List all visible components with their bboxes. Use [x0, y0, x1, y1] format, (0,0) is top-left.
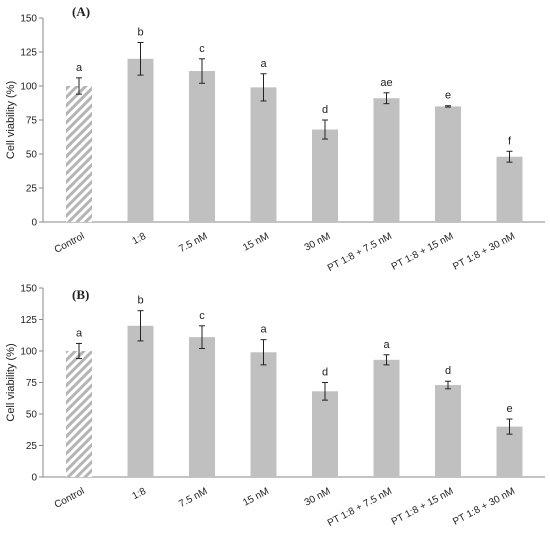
category-label: PT 1:8 + 15 nM — [390, 231, 456, 273]
bar-5 — [312, 129, 338, 222]
bar-5 — [312, 391, 338, 477]
significance-label: d — [445, 365, 451, 377]
y-tick-label: 50 — [26, 150, 38, 161]
category-label: 7.5 nM — [177, 486, 209, 510]
significance-label: c — [199, 310, 205, 322]
category-label: 30 nM — [303, 231, 333, 254]
y-tick-label: 75 — [26, 378, 38, 389]
panel-label: (B) — [72, 287, 89, 302]
panel-label: (A) — [72, 4, 90, 19]
significance-label: a — [76, 62, 83, 74]
y-tick-label: 100 — [20, 82, 37, 93]
y-tick-label: 125 — [20, 315, 37, 326]
chart-panel-a: 0 25 50 75 100 125 150 Cell viability (%) (A) a Co… — [5, 4, 545, 274]
y-tick-label: 150 — [20, 14, 37, 25]
y-tick-label: 125 — [20, 48, 37, 59]
significance-label: ae — [380, 77, 392, 89]
y-tick-label: 0 — [31, 218, 37, 229]
bar-2 — [127, 325, 154, 477]
y-tick-label: 0 — [31, 473, 37, 484]
significance-label: a — [260, 58, 267, 70]
chart-panel-b: 0 25 50 75 100 125 150 Cell viability (%) (B) a Co… — [5, 284, 545, 529]
category-label: Control — [53, 486, 87, 511]
bar-7 — [435, 385, 461, 477]
significance-label: b — [137, 295, 143, 307]
y-axis-label: Cell viability (%) — [5, 343, 17, 421]
category-label: PT 1:8 + 7.5 nM — [326, 486, 394, 529]
y-tick-label: 50 — [26, 410, 38, 421]
significance-label: d — [322, 367, 328, 379]
y-axis-label: Cell viability (%) — [5, 81, 17, 159]
category-label: PT 1:8 + 30 nM — [451, 231, 517, 273]
bar-3 — [189, 337, 215, 477]
category-label: 15 nM — [241, 231, 271, 254]
category-label: PT 1:8 + 7.5 nM — [326, 231, 394, 274]
significance-label: f — [508, 135, 512, 147]
significance-label: b — [137, 26, 143, 38]
significance-label: a — [76, 327, 83, 339]
category-label: PT 1:8 + 15 nM — [390, 486, 456, 528]
category-label: 30 nM — [303, 486, 333, 509]
significance-label: d — [322, 104, 328, 116]
bar-1 — [66, 86, 92, 222]
y-tick-label: 25 — [26, 441, 38, 452]
bar-6 — [373, 98, 400, 222]
category-label: 7.5 nM — [177, 231, 209, 255]
category-label: 15 nM — [241, 486, 271, 509]
significance-label: a — [260, 324, 267, 336]
bar-4 — [250, 87, 277, 222]
category-label: Control — [53, 231, 87, 256]
bar-4 — [250, 352, 277, 477]
y-tick-label: 75 — [26, 116, 38, 127]
significance-label: e — [445, 90, 451, 102]
y-tick-label: 25 — [26, 184, 38, 195]
category-label: 1:8 — [130, 486, 148, 502]
bar-1 — [66, 351, 92, 477]
bar-2 — [127, 58, 154, 222]
significance-label: e — [506, 403, 512, 415]
category-label: 1:8 — [130, 231, 148, 247]
y-tick-label: 150 — [20, 284, 37, 295]
bar-3 — [189, 71, 215, 222]
bar-8 — [496, 156, 523, 222]
bar-8 — [496, 426, 523, 477]
bar-6 — [373, 359, 400, 477]
bar-7 — [435, 106, 461, 222]
significance-label: c — [199, 43, 205, 55]
category-label: PT 1:8 + 30 nM — [451, 486, 517, 528]
y-tick-label: 100 — [20, 347, 37, 358]
significance-label: a — [383, 339, 390, 351]
